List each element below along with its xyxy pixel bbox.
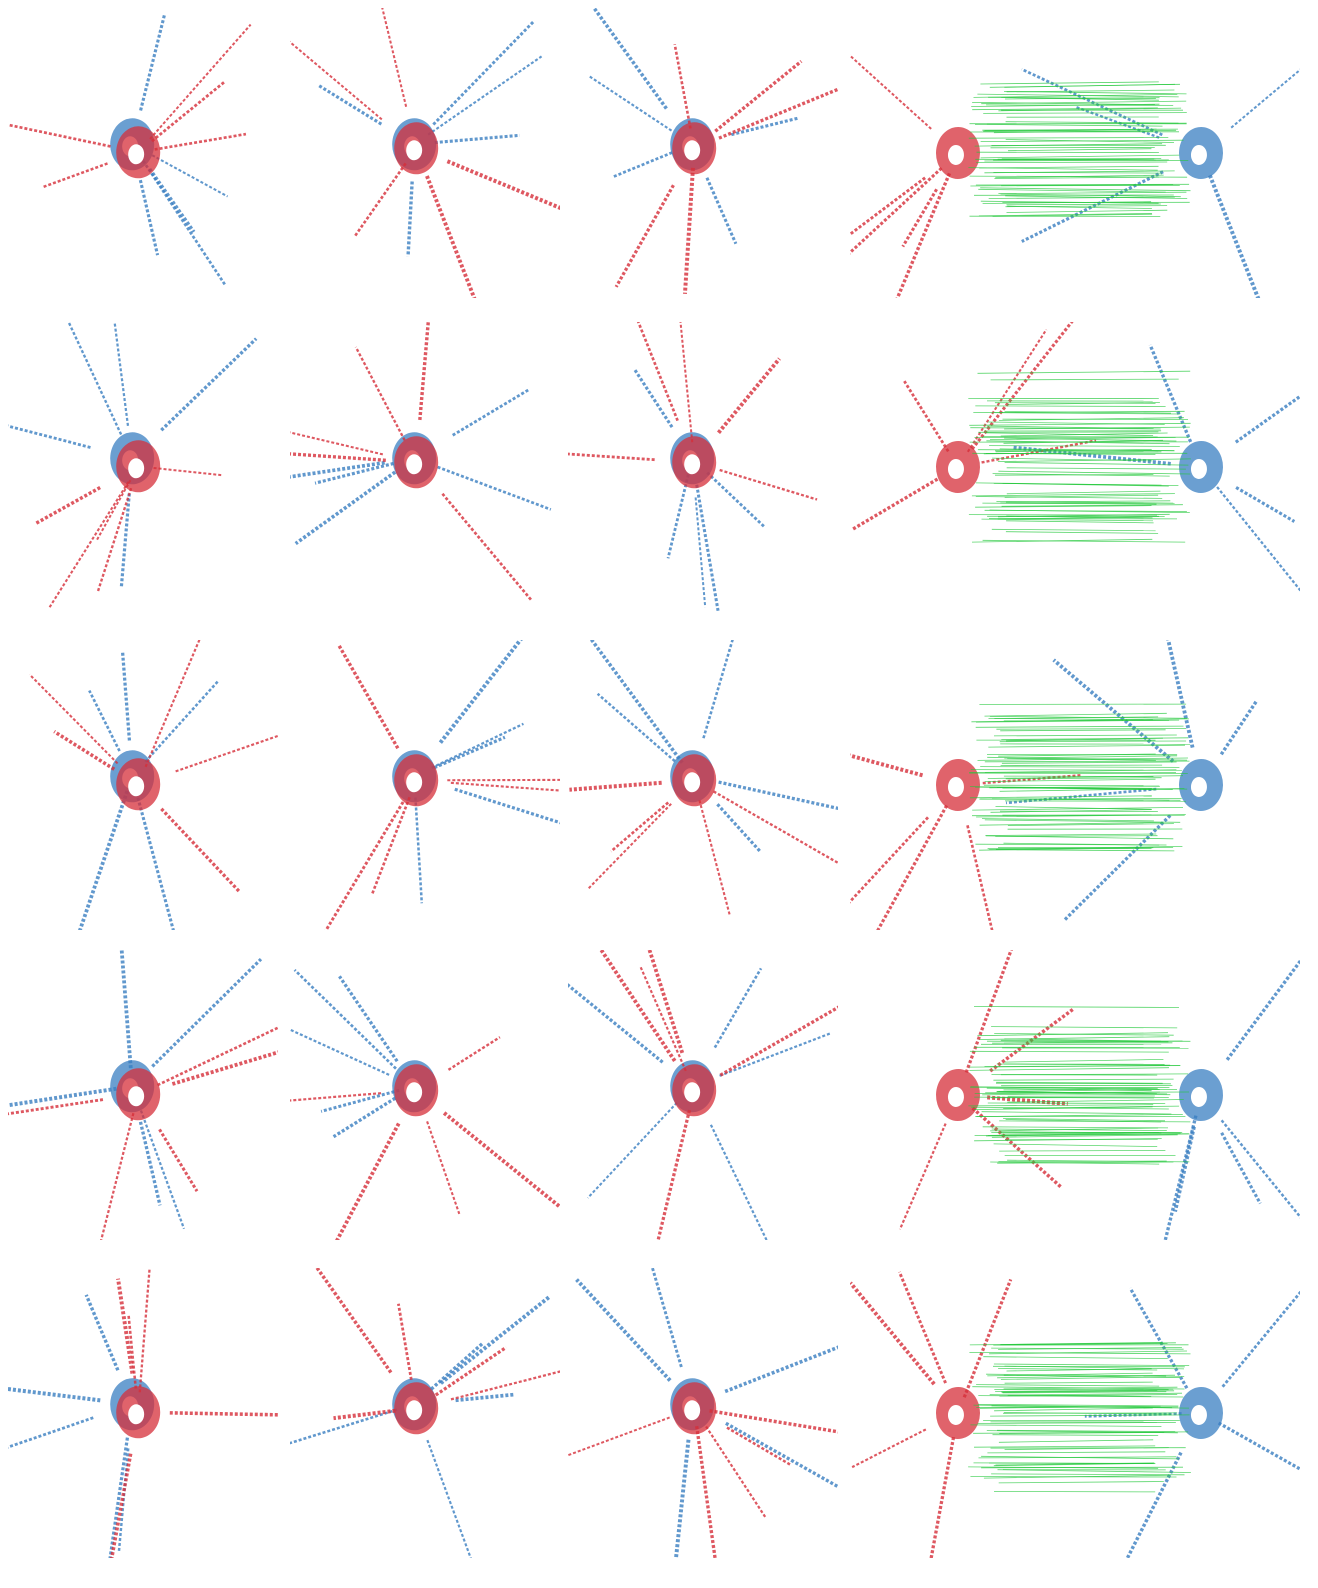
panel-r5-correspondences [850,1268,1300,1558]
panel-r2-correspondences [850,322,1300,612]
point-cloud-image-r4-registration-result-a [290,968,560,1240]
point-cloud-image-r3-correspondences [850,640,1259,930]
panel-r5-initial-alignment [8,1268,278,1558]
point-cloud-image-r4-registration-result-b [568,950,838,1240]
panel-r5-registration-result-b [568,1268,838,1558]
panel-r5-registration-result-a [290,1268,560,1558]
panel-r4-correspondences [850,950,1300,1240]
panel-r3-correspondences [850,640,1300,930]
point-cloud-image-r2-correspondences [851,322,1300,610]
point-cloud-image-r5-initial-alignment [8,1268,278,1558]
point-cloud-image-r1-registration-result-a [290,8,560,298]
point-cloud-image-r5-registration-result-b [568,1268,838,1558]
point-cloud-image-r1-registration-result-b [587,8,838,294]
panel-r3-initial-alignment [8,640,278,930]
panel-r2-initial-alignment [8,322,278,612]
point-cloud-image-r3-registration-result-b [569,640,838,915]
point-cloud-image-r2-initial-alignment [8,322,258,608]
point-cloud-image-r5-registration-result-a [290,1268,560,1558]
point-cloud-image-r4-correspondences [898,950,1300,1240]
point-cloud-image-r2-registration-result-b [568,322,818,612]
panel-r1-correspondences [850,8,1300,298]
point-cloud-image-r5-correspondences [850,1268,1300,1558]
panel-r1-initial-alignment [8,8,278,298]
point-cloud-image-r3-initial-alignment [28,640,278,930]
panel-r4-registration-result-b [568,950,838,1240]
panel-r4-registration-result-a [290,950,560,1240]
point-cloud-image-r3-registration-result-a [314,640,560,930]
point-cloud-image-r1-initial-alignment [8,14,252,286]
panel-r3-registration-result-a [290,640,560,930]
panel-r3-registration-result-b [568,640,838,930]
point-cloud-image-r4-initial-alignment [8,950,278,1240]
panel-r1-registration-result-b [568,8,838,298]
panel-r2-registration-result-b [568,322,838,612]
panel-r4-initial-alignment [8,950,278,1240]
point-cloud-image-r1-correspondences [850,18,1300,298]
panel-r1-registration-result-a [290,8,560,298]
panel-r2-registration-result-a [290,322,560,612]
point-cloud-image-r2-registration-result-a [290,322,552,602]
